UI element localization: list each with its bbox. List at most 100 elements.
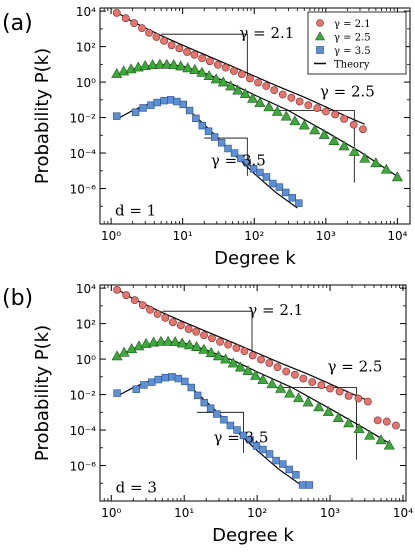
x-tick-label: 10¹ [174,506,194,520]
data-point-circle [224,340,233,349]
y-axis-label: Probability P(k) [32,325,53,461]
data-point-square [210,133,219,141]
series-0 [113,285,400,430]
data-point-triangle [227,357,239,368]
data-point-square [281,188,290,197]
data-point-square [249,165,258,173]
annotation-label: d = 1 [115,202,156,220]
data-point-circle [278,90,287,99]
data-point-circle [363,397,372,406]
data-point-triangle [212,350,224,361]
data-point-triangle [263,101,275,112]
data-point-square [256,168,264,177]
data-point-square [265,450,274,458]
data-point-triangle [239,88,251,99]
data-point-circle [282,367,291,376]
data-point-triangle [234,361,246,372]
data-point-circle [240,347,249,356]
data-point-square [185,106,194,115]
data-point-square [113,389,121,397]
data-point-circle [254,78,262,87]
legend-marker-triangle [314,31,326,41]
data-point-triangle [203,70,215,80]
y-tick-label: 10² [76,41,96,55]
data-point-square [305,481,314,489]
data-point-circle [161,313,170,322]
data-point-square [259,445,267,454]
data-point-circle [308,378,317,387]
data-point-square [288,194,296,202]
data-point-triangle [147,59,159,70]
data-point-triangle [254,96,266,107]
series-1 [111,58,403,182]
data-point-triangle [298,119,310,130]
data-point-circle [232,344,241,352]
data-point-triangle [348,146,360,156]
data-point-circle [349,120,358,129]
data-point-triangle [139,59,151,70]
data-point-square [113,112,121,120]
series-0 [112,8,367,134]
data-point-circle [291,370,299,379]
y-axis-label: Probability P(k) [32,48,53,184]
data-point-circle [153,310,162,318]
data-point-circle [230,67,238,75]
x-tick-label: 10¹ [173,229,193,243]
data-point-triangle [126,343,138,354]
data-point-square [237,154,245,163]
y-tick-label: 10⁴ [76,282,96,296]
data-point-square [192,114,200,123]
data-point-circle [359,125,367,134]
data-point-triangle [250,369,262,380]
data-point-circle [216,337,224,346]
annotation-label: γ = 2.1 [248,301,303,319]
y-tick-label: 10⁻⁶ [70,183,97,197]
data-point-circle [192,327,201,336]
data-point-triangle [257,373,269,384]
data-point-circle [354,394,363,403]
data-point-triangle [242,365,254,376]
data-point-triangle [182,62,194,73]
data-point-square [252,442,261,450]
data-point-square [132,385,140,393]
data-point-circle [183,48,191,56]
data-point-triangle [196,66,208,77]
legend-marker-square [316,46,324,54]
data-point-square [187,383,195,392]
data-point-triangle [225,80,237,91]
slope-triangle [269,387,357,460]
data-point-square [292,471,300,479]
data-point-circle [304,101,313,110]
data-point-square [239,431,248,440]
data-point-square [298,481,307,489]
annotation-label: d = 3 [116,479,157,497]
data-point-circle [257,355,265,364]
data-point-triangle [247,92,259,103]
legend-label: γ = 2.1 [334,19,371,30]
data-point-circle [152,33,161,41]
data-point-square [262,173,271,181]
data-point-circle [130,296,139,305]
data-point-triangle [161,58,173,69]
data-point-circle [190,50,199,59]
data-point-square [246,436,254,444]
data-point-triangle [175,60,187,71]
data-point-circle [130,19,139,28]
data-point-circle [138,24,146,33]
data-point-triangle [189,64,201,74]
data-point-square [154,375,162,384]
data-point-circle [175,44,184,53]
legend-marker-circle [316,19,324,27]
data-point-circle [167,41,176,50]
annotation-label: γ = 2.5 [320,83,375,101]
data-point-circle [205,57,214,66]
series-2 [113,96,303,209]
data-point-square [139,104,147,112]
data-point-square [230,149,239,157]
data-point-square [206,404,215,412]
data-point-circle [145,28,154,37]
data-point-triangle [169,336,181,347]
data-point-triangle [275,382,287,393]
data-point-square [224,144,232,153]
data-point-circle [382,417,391,426]
